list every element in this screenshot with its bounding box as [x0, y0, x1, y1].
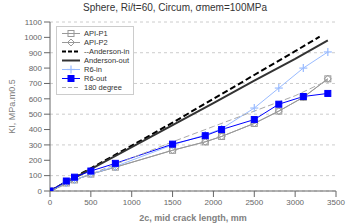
svg-text:3500: 3500 — [327, 198, 342, 207]
html-text:--Anderson-in: --Anderson-in — [84, 47, 130, 56]
svg-text:1000: 1000 — [123, 198, 141, 207]
svg-text:3000: 3000 — [286, 198, 304, 207]
svg-text:KI, MPa.m0.5: KI, MPa.m0.5 — [8, 79, 17, 134]
svg-text:800: 800 — [29, 64, 43, 73]
svg-text:0: 0 — [48, 198, 53, 207]
svg-text:500: 500 — [29, 110, 43, 119]
svg-text:0: 0 — [38, 187, 43, 196]
html-text:API-P2: API-P2 — [84, 38, 108, 47]
svg-text:1000: 1000 — [24, 33, 42, 42]
svg-text:100: 100 — [29, 171, 43, 180]
svg-text:600: 600 — [29, 95, 43, 104]
svg-text:700: 700 — [29, 79, 43, 88]
html-text:R6-in: R6-in — [84, 65, 102, 74]
svg-text:1100: 1100 — [25, 18, 43, 27]
svg-text:500: 500 — [84, 198, 98, 207]
html-text:Anderson-out: Anderson-out — [84, 56, 129, 65]
svg-text:2500: 2500 — [245, 198, 263, 207]
html-text:180 degree: 180 degree — [84, 83, 122, 92]
svg-text:2c, mid crack length, mm: 2c, mid crack length, mm — [139, 213, 247, 223]
html-text:Sphere, Ri/t=60, Circum, σmem=: Sphere, Ri/t=60, Circum, σmem=100MPa — [83, 2, 267, 13]
svg-text:400: 400 — [29, 125, 43, 134]
svg-text:1500: 1500 — [164, 198, 182, 207]
html-text:R6-out: R6-out — [84, 74, 107, 83]
svg-text:300: 300 — [29, 141, 43, 150]
svg-text:900: 900 — [29, 49, 43, 58]
svg-text:2000: 2000 — [205, 198, 223, 207]
html-text:API-P1: API-P1 — [84, 29, 108, 38]
svg-text:200: 200 — [29, 156, 43, 165]
